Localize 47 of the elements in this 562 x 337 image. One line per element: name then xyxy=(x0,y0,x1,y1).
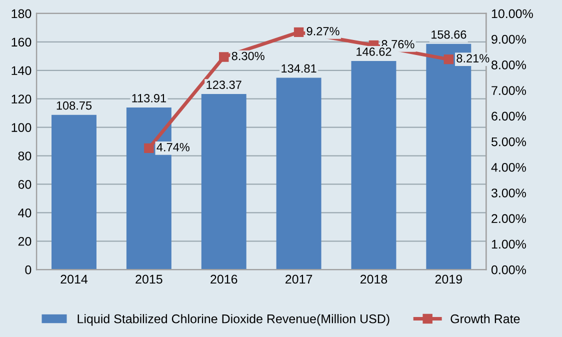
y-tick-label: 180 xyxy=(12,9,32,18)
y-tick-label: 160 xyxy=(12,38,32,47)
y-tick-label: 40 xyxy=(18,208,32,218)
y2-tick-label: 1.00% xyxy=(492,240,526,249)
bar xyxy=(201,94,246,270)
y2-tick-label: 5.00% xyxy=(491,137,526,146)
bar xyxy=(276,78,322,270)
point xyxy=(444,54,454,64)
data-label: 108.75 xyxy=(56,101,92,110)
y2-tick-label: 10.00% xyxy=(492,9,533,18)
x-tick-label: 2019 xyxy=(435,274,462,284)
point xyxy=(294,27,304,38)
data-label: 4.74% xyxy=(156,143,190,152)
point xyxy=(219,52,229,62)
data-label: 113.91 xyxy=(132,94,166,102)
x-tick-label: 2014 xyxy=(60,274,88,284)
y-tick-label: 120 xyxy=(12,94,32,104)
y2-tick-label: 8.00% xyxy=(492,60,526,70)
legend-label: Growth Rate xyxy=(450,314,520,324)
bar xyxy=(351,60,396,270)
y2-tick-label: 4.00% xyxy=(491,162,526,172)
x-tick-label: 2016 xyxy=(210,274,238,284)
data-label: 123.37 xyxy=(206,80,242,89)
data-label: 8.21% xyxy=(456,54,490,62)
y-tick-label: 140 xyxy=(12,66,32,76)
legend-label: Liquid Stabilized Chlorine Dioxide Revenue(Million USD) xyxy=(78,314,390,326)
data-label: 134.81 xyxy=(282,64,316,73)
x-tick-label: 2017 xyxy=(286,274,312,284)
y-tick-label: 0 xyxy=(25,265,32,274)
y-tick-label: 20 xyxy=(18,236,32,246)
data-label: 146.62 xyxy=(356,48,392,56)
y2-tick-label: 7.00% xyxy=(492,86,526,95)
x-tick-label: 2015 xyxy=(136,274,162,284)
bar xyxy=(52,114,96,270)
y2-tick-label: 3.00% xyxy=(491,188,526,198)
y2-tick-label: 6.00% xyxy=(492,112,526,121)
data-label: 9.27% xyxy=(306,26,340,36)
y-tick-label: 100 xyxy=(12,123,32,132)
y2-tick-label: 0.00% xyxy=(491,265,526,274)
point xyxy=(144,143,154,154)
y2-tick-label: 2.00% xyxy=(492,214,526,224)
y-tick-label: 80 xyxy=(18,152,32,160)
y-tick-label: 60 xyxy=(18,180,32,189)
data-label: 8.30% xyxy=(232,52,264,60)
x-tick-label: 2018 xyxy=(360,274,388,284)
y2-tick-label: 9.00% xyxy=(492,34,526,44)
data-label: 158.66 xyxy=(432,30,466,39)
